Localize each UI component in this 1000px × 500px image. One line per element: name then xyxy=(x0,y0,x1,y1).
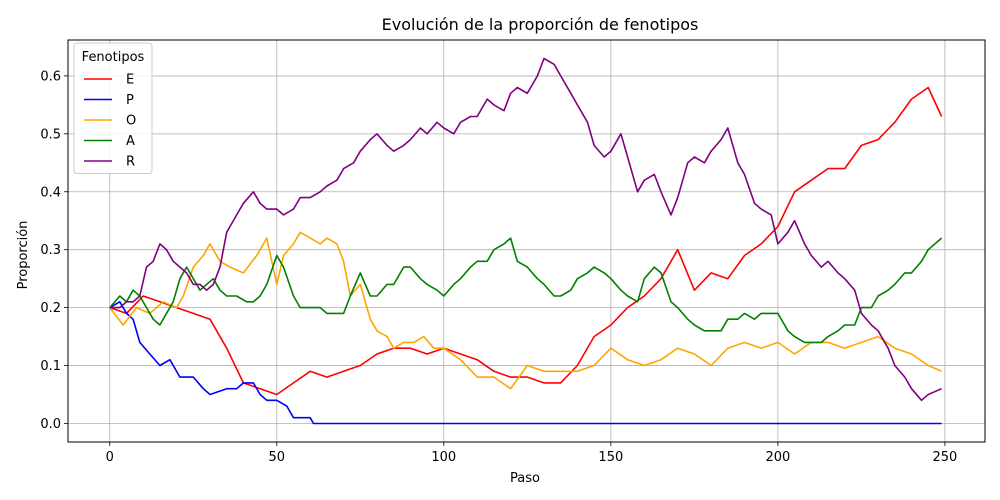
series-line-P xyxy=(109,300,942,425)
y-tick-label: 0.3 xyxy=(40,243,61,258)
x-axis-title: Paso xyxy=(510,471,540,486)
legend-title: Fenotipos xyxy=(82,50,145,65)
legend-label-P: P xyxy=(126,93,134,108)
x-tick-label: 0 xyxy=(106,450,114,465)
legend-label-R: R xyxy=(126,155,135,170)
y-tick-label: 0.4 xyxy=(40,185,61,200)
legend-label-O: O xyxy=(126,114,136,129)
x-tick-label: 100 xyxy=(431,450,456,465)
series-lines xyxy=(109,57,943,425)
y-tick-label: 0.1 xyxy=(40,359,61,374)
chart-title: Evolución de la proporción de fenotipos xyxy=(382,15,699,34)
y-tick-label: 0.6 xyxy=(40,69,61,84)
x-tick-label: 250 xyxy=(932,450,957,465)
series-line-R xyxy=(109,57,942,402)
y-tick-label: 0.5 xyxy=(40,127,61,142)
series-line-E xyxy=(109,86,943,396)
plot-frame xyxy=(67,39,986,443)
axis-ticks: 0 50 100 150 200 250 0.0 0.1 0.2 0.3 0.4 0.5 0.6 xyxy=(40,69,957,465)
x-tick-label: 50 xyxy=(269,450,286,465)
legend-label-E: E xyxy=(126,73,134,88)
x-tick-label: 150 xyxy=(598,450,623,465)
y-tick-label: 0.0 xyxy=(40,417,61,432)
legend-label-A: A xyxy=(126,134,135,149)
x-tick-label: 200 xyxy=(765,450,790,465)
series-line-O xyxy=(109,231,942,390)
y-axis-title: Proporción xyxy=(16,221,31,290)
y-tick-label: 0.2 xyxy=(40,301,61,316)
series-line-A xyxy=(109,237,943,344)
